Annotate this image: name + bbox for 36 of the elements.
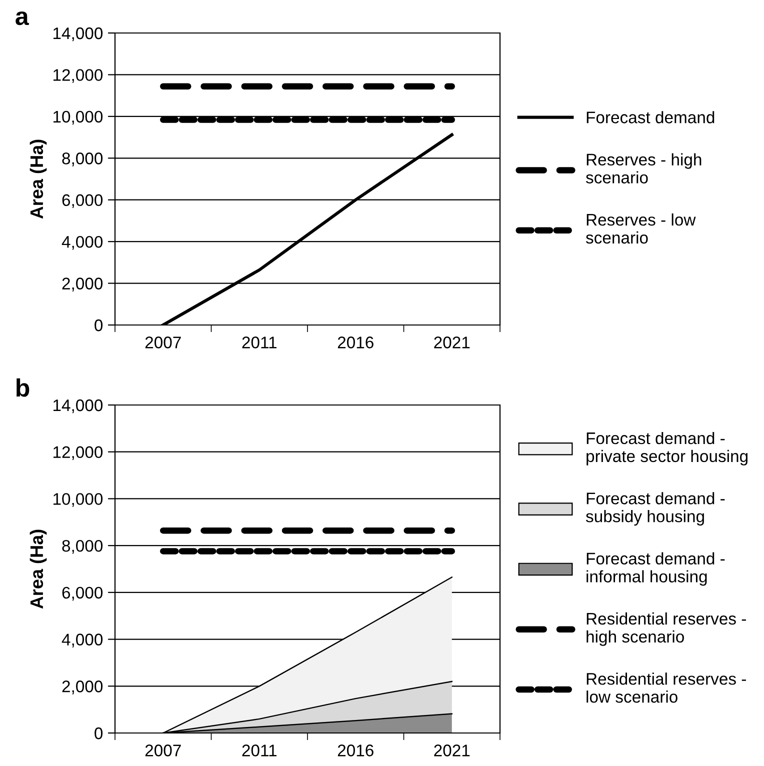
legend-label: Reserves - low scenario <box>586 213 696 244</box>
x-tick-label: 2021 <box>434 744 470 756</box>
x-tick-label: 2016 <box>338 336 374 348</box>
y-tick-label: 14,000 <box>53 27 103 42</box>
y-tick-label: 8,000 <box>62 152 103 166</box>
x-tick-label: 2007 <box>145 744 181 756</box>
y-axis-title: Area (Ha) <box>30 140 47 219</box>
y-tick-label: 14,000 <box>53 399 103 414</box>
x-tick-label: 2016 <box>338 744 374 756</box>
y-tick-label: 0 <box>94 727 103 740</box>
legend-label: Reserves - high scenario <box>586 153 702 184</box>
x-tick-label: 2011 <box>242 336 276 348</box>
chart-title: a <box>16 11 29 26</box>
legend-label: Forecast demand - subsidy housing <box>586 492 725 526</box>
y-tick-label: 6,000 <box>62 586 103 601</box>
y-tick-label: 2,000 <box>62 278 103 292</box>
chart-title: b <box>16 378 30 397</box>
legend-label: Residential reserves - low scenario <box>586 672 746 703</box>
y-tick-label: 12,000 <box>53 446 103 460</box>
y-tick-label: 0 <box>94 319 103 332</box>
legend-label: Forecast demand - private sector housing <box>586 432 748 466</box>
y-tick-label: 10,000 <box>53 110 103 125</box>
y-tick-label: 2,000 <box>62 680 103 694</box>
x-tick-label: 2007 <box>145 336 181 348</box>
y-tick-label: 6,000 <box>62 194 103 208</box>
y-tick-label: 4,000 <box>62 236 103 250</box>
x-tick-label: 2021 <box>434 336 470 348</box>
y-tick-label: 4,000 <box>62 634 103 648</box>
legend-label: Forecast demand <box>586 111 714 124</box>
x-tick-label: 2011 <box>242 744 276 756</box>
y-axis-title: Area (Ha) <box>30 530 47 609</box>
legend-label: Forecast demand - informal housing <box>586 552 725 586</box>
y-tick-label: 10,000 <box>53 493 103 507</box>
y-tick-label: 8,000 <box>62 540 103 554</box>
y-tick-label: 12,000 <box>53 69 103 83</box>
legend-label: Residential reserves - high scenario <box>586 612 746 646</box>
